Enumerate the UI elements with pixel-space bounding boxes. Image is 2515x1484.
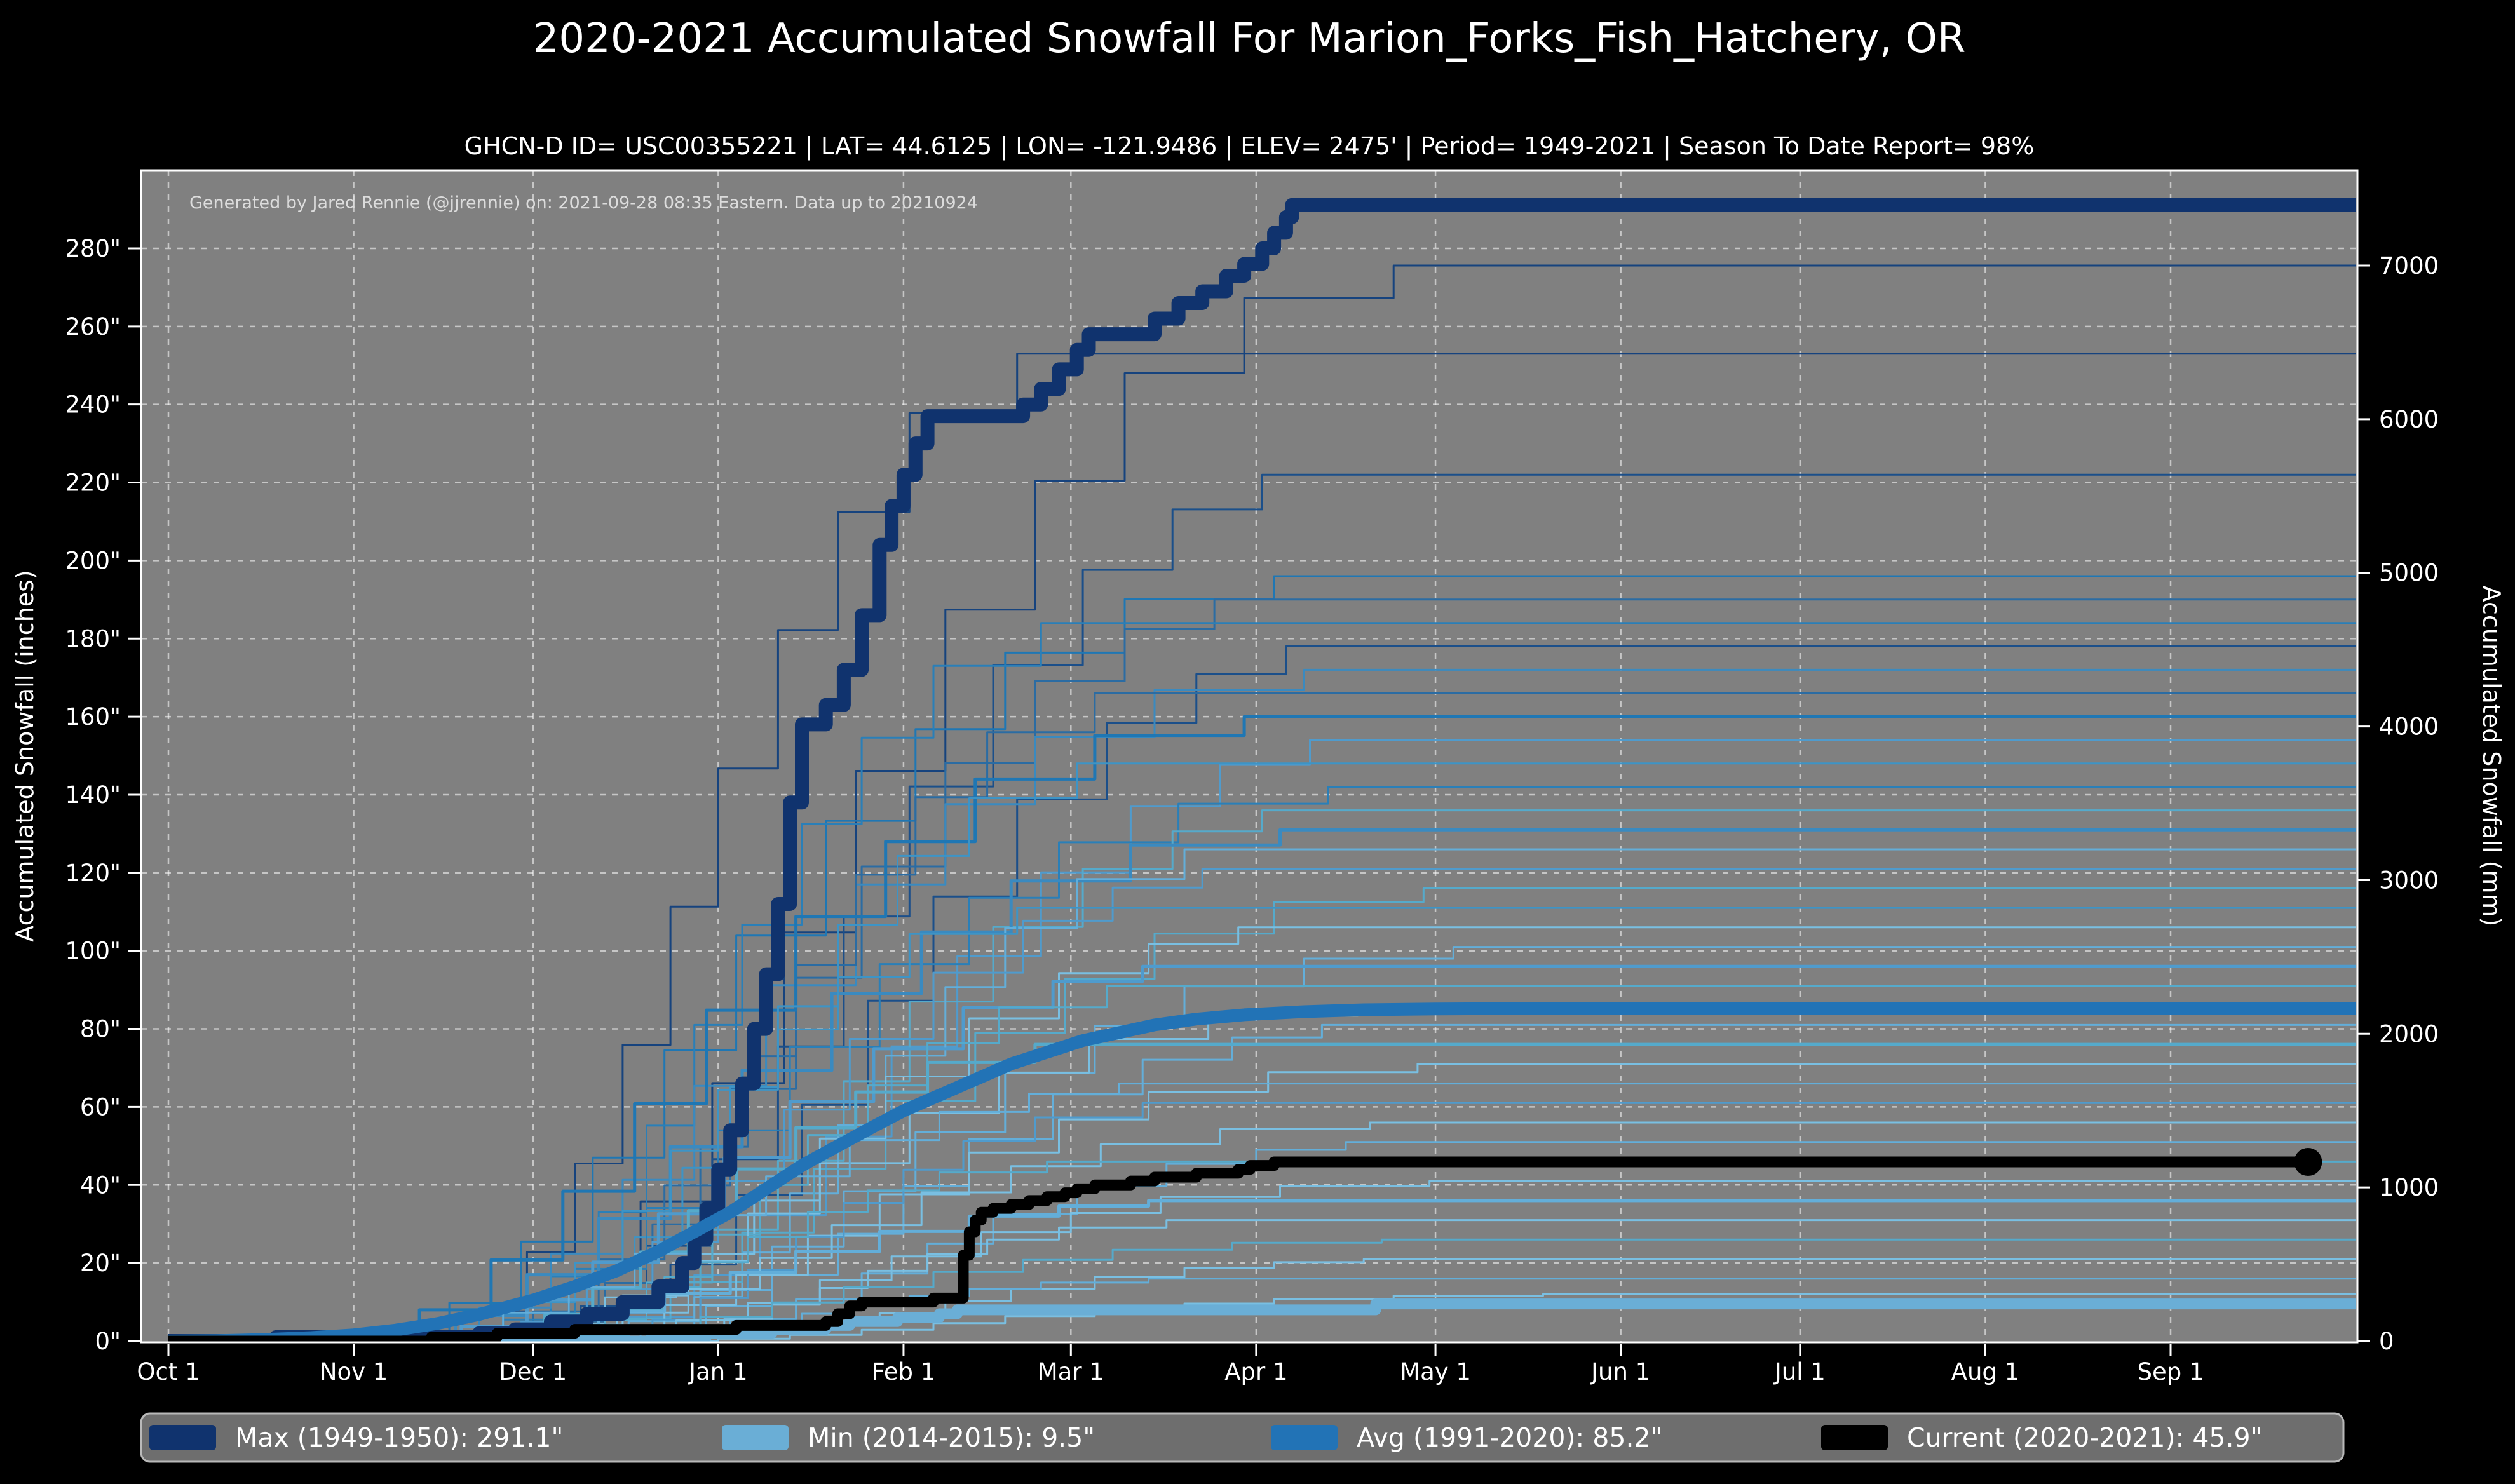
y-left-tick-label: 280" bbox=[65, 235, 121, 262]
y-axis-right: 0 1000 2000 3000 4000 5000 6000 7000 bbox=[2357, 252, 2439, 1355]
chart-root: Oct 1 Nov 1 Dec 1 Jan 1 Feb 1 Mar 1 Apr 1 May 1… bbox=[65, 169, 2439, 1463]
y-left-tick-label: 160" bbox=[65, 703, 121, 731]
legend-label-avg: Avg (1991-2020): 85.2" bbox=[1357, 1422, 1662, 1453]
y-right-tick-label: 2000 bbox=[2379, 1020, 2439, 1048]
x-tick-label: Nov 1 bbox=[320, 1358, 388, 1386]
x-tick-label: Jun 1 bbox=[1590, 1358, 1650, 1386]
historical-season-71 bbox=[521, 1063, 2356, 1342]
series-min bbox=[168, 1298, 2356, 1342]
legend-swatch-avg bbox=[1271, 1425, 1338, 1450]
y-left-tick-label: 240" bbox=[65, 391, 121, 419]
y-left-tick-label: 40" bbox=[80, 1171, 121, 1199]
x-tick-label: Jan 1 bbox=[688, 1358, 747, 1386]
series-avg bbox=[168, 1002, 2356, 1342]
historical-season-154 bbox=[562, 739, 2356, 1342]
y-left-tick-label: 100" bbox=[65, 938, 121, 965]
historical-season-160 bbox=[348, 715, 2356, 1342]
y-right-tick-label: 7000 bbox=[2379, 252, 2439, 280]
plot-border bbox=[140, 169, 2359, 1344]
y-right-tick-label: 0 bbox=[2379, 1328, 2394, 1355]
y-axis-label-left: Accumulated Snowfall (inches) bbox=[11, 570, 39, 941]
y-right-tick-label: 5000 bbox=[2379, 560, 2439, 587]
series-max bbox=[168, 198, 2356, 1342]
series-current bbox=[168, 1156, 2308, 1342]
y-left-tick-label: 180" bbox=[65, 625, 121, 652]
historical-season-172 bbox=[407, 668, 2356, 1342]
series-layer bbox=[168, 198, 2356, 1342]
generated-by-annotation: Generated by Jared Rennie (@jjrennie) on… bbox=[189, 193, 978, 213]
x-tick-label: Aug 1 bbox=[1951, 1358, 2020, 1386]
x-tick-label: Sep 1 bbox=[2137, 1358, 2204, 1386]
legend-swatch-current bbox=[1821, 1425, 1888, 1450]
y-left-tick-label: 260" bbox=[65, 313, 121, 341]
chart-subtitle: GHCN-D ID= USC00355221 | LAT= 44.6125 | … bbox=[464, 132, 2035, 161]
legend-swatch-min bbox=[722, 1425, 789, 1450]
x-tick-label: Oct 1 bbox=[137, 1358, 200, 1386]
y-left-tick-label: 220" bbox=[65, 469, 121, 497]
legend-label-current: Current (2020-2021): 45.9" bbox=[1907, 1422, 2263, 1453]
historical-season-56 bbox=[473, 1121, 2356, 1342]
x-tick-label: Feb 1 bbox=[872, 1358, 936, 1386]
current-end-marker bbox=[2294, 1148, 2322, 1177]
x-tick-label: Jul 1 bbox=[1773, 1358, 1826, 1386]
legend-swatch-max bbox=[149, 1425, 216, 1450]
legend-box bbox=[140, 1412, 2345, 1463]
y-left-tick-label: 0" bbox=[95, 1328, 121, 1355]
gridlines bbox=[141, 170, 2357, 1342]
plot-background bbox=[141, 170, 2357, 1342]
y-right-tick-label: 1000 bbox=[2379, 1174, 2439, 1201]
y-left-tick-label: 80" bbox=[80, 1016, 121, 1043]
historical-season-12 bbox=[646, 1293, 2356, 1342]
legend-label-max: Max (1949-1950): 291.1" bbox=[235, 1422, 563, 1453]
y-right-tick-label: 3000 bbox=[2379, 867, 2439, 894]
legend: Max (1949-1950): 291.1" Min (2014-2015): … bbox=[140, 1412, 2345, 1463]
y-left-tick-label: 120" bbox=[65, 860, 121, 887]
y-right-tick-label: 4000 bbox=[2379, 713, 2439, 741]
y-axis-left: 0" 20" 40" 60" 80" 100" 120" 140" 160" 180" 200" 22… bbox=[65, 235, 141, 1355]
historical-season-275.6 bbox=[497, 264, 2356, 1342]
historical-season-121 bbox=[455, 868, 2356, 1342]
y-axis-label-right: Accumulated Snowfall (mm) bbox=[2478, 586, 2505, 927]
y-left-tick-label: 140" bbox=[65, 781, 121, 809]
x-tick-label: May 1 bbox=[1400, 1358, 1471, 1386]
legend-label-min: Min (2014-2015): 9.5" bbox=[808, 1422, 1095, 1453]
x-tick-label: Mar 1 bbox=[1038, 1358, 1104, 1386]
x-axis: Oct 1 Nov 1 Dec 1 Jan 1 Feb 1 Mar 1 Apr 1 May 1… bbox=[137, 1344, 2204, 1386]
historical-season-131 bbox=[383, 828, 2356, 1342]
x-tick-label: Dec 1 bbox=[499, 1358, 567, 1386]
historical-season-126 bbox=[586, 848, 2356, 1342]
y-left-tick-label: 200" bbox=[65, 547, 121, 574]
y-right-tick-label: 6000 bbox=[2379, 406, 2439, 433]
y-left-tick-label: 20" bbox=[80, 1250, 121, 1277]
x-tick-label: Apr 1 bbox=[1224, 1358, 1287, 1386]
historical-season-190 bbox=[467, 598, 2356, 1342]
chart-title: 2020-2021 Accumulated Snowfall For Mario… bbox=[533, 15, 1966, 62]
y-left-tick-label: 60" bbox=[80, 1093, 121, 1121]
